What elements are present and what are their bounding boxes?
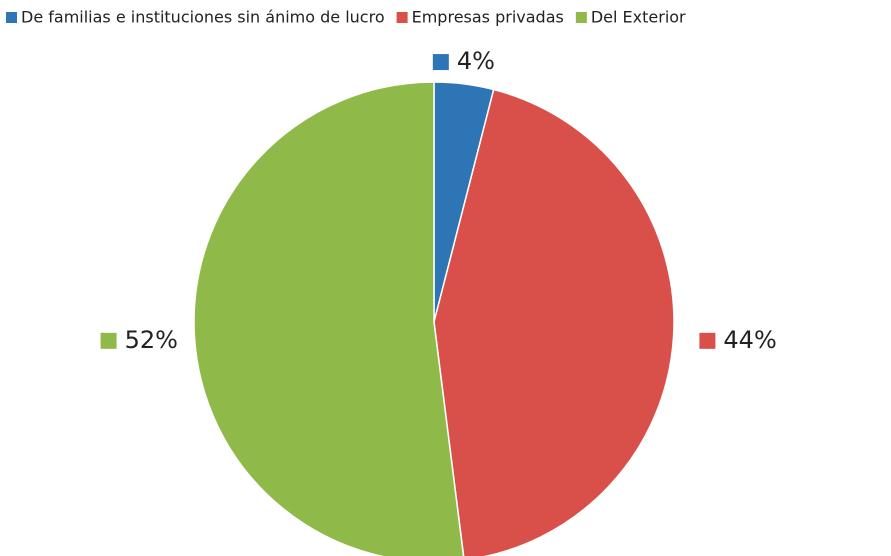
data-label: 4%	[457, 47, 495, 75]
label-swatch	[699, 332, 716, 349]
label-swatch	[100, 332, 117, 349]
legend-label: Del Exterior	[591, 8, 686, 27]
legend-label: De familias e instituciones sin ánimo de…	[21, 8, 385, 27]
pie-slice	[193, 81, 465, 556]
label-swatch	[432, 54, 449, 71]
data-label: 52%	[125, 326, 178, 354]
legend-label: Empresas privadas	[412, 8, 564, 27]
legend-swatch	[575, 12, 587, 23]
data-label: 44%	[723, 326, 776, 354]
pie-slice	[433, 88, 675, 556]
legend-swatch	[396, 12, 408, 23]
legend-swatch	[6, 12, 17, 23]
